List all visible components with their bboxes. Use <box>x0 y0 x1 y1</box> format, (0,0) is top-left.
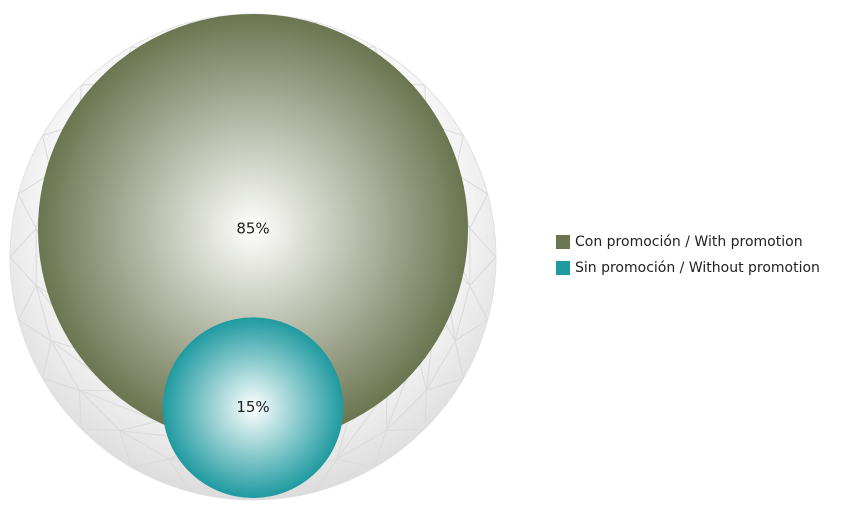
data-label: 15% <box>236 398 269 416</box>
bubble <box>162 317 344 498</box>
legend-swatch <box>556 235 570 249</box>
data-label: 85% <box>236 220 269 238</box>
legend-swatch <box>556 261 570 275</box>
bubbles: 85% 15% <box>38 14 468 498</box>
legend: Con promoción / With promotion Sin promoc… <box>556 234 820 276</box>
legend-label: Con promoción / With promotion <box>575 234 803 250</box>
legend-label: Sin promoción / Without promotion <box>575 260 820 276</box>
bubble <box>38 14 468 444</box>
